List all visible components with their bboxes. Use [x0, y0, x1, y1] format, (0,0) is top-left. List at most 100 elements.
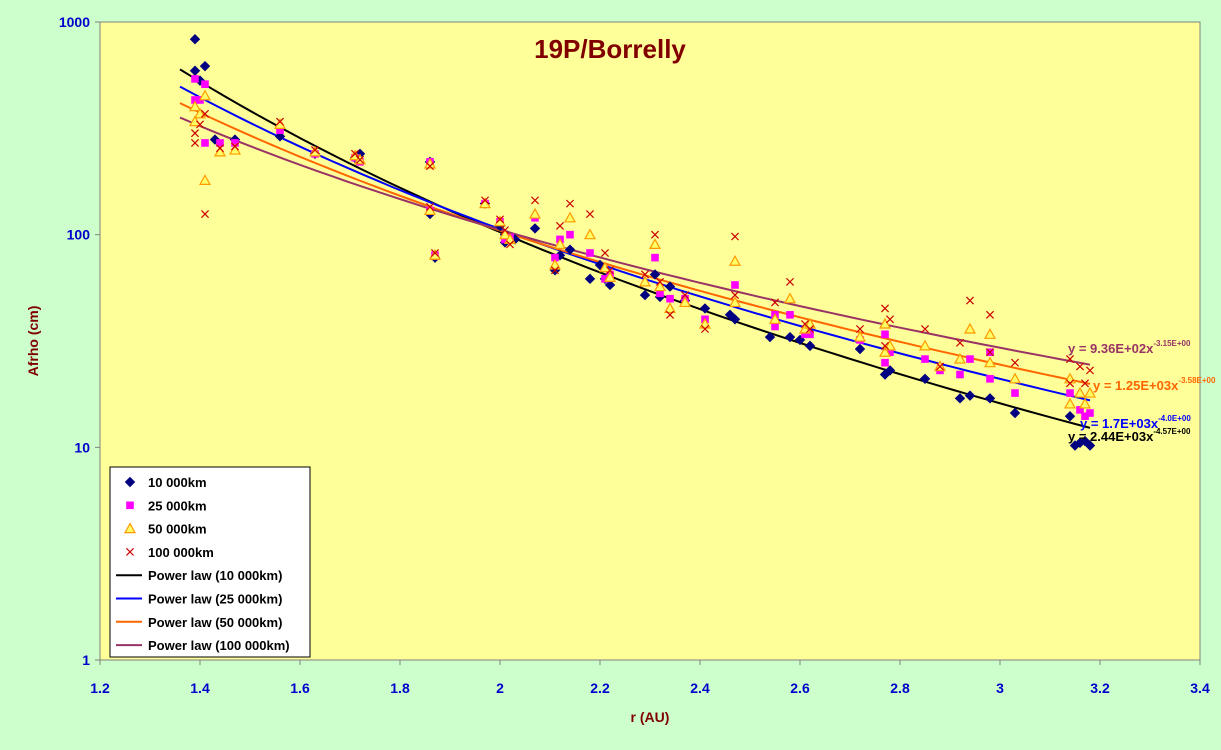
data-point-series-3 — [853, 330, 867, 342]
data-point-series-4 — [920, 325, 930, 334]
data-point-series-3 — [963, 322, 977, 334]
legend-label: 100 000km — [148, 545, 214, 560]
x-axis-title: r (AU) — [631, 709, 670, 725]
data-point-series-3 — [878, 346, 892, 357]
data-point-series-4 — [730, 232, 740, 241]
data-point-series-1 — [764, 331, 776, 343]
legend: 10 000km 25 000km 50 000km 100 000km Power l… — [109, 466, 311, 658]
data-point-series-1 — [1009, 407, 1021, 419]
legend-label: Power law (10 000km) — [148, 568, 282, 583]
data-point-series-4 — [885, 315, 895, 324]
x-tick-label: 2.6 — [790, 680, 810, 696]
data-point-series-2 — [1081, 412, 1089, 421]
data-point-series-2 — [881, 358, 889, 367]
data-point-series-1 — [784, 331, 796, 343]
data-point-series-4 — [425, 202, 435, 211]
x-tick-label: 1.2 — [90, 680, 110, 696]
data-point-series-4 — [605, 266, 615, 275]
data-point-series-1 — [199, 60, 211, 72]
data-point-series-2 — [566, 230, 574, 239]
data-point-series-1 — [699, 303, 711, 314]
data-point-series-4 — [650, 230, 660, 239]
legend-marker-series-4 — [125, 547, 135, 556]
data-point-series-2 — [986, 375, 994, 383]
data-point-series-3 — [583, 228, 597, 240]
data-point-series-2 — [191, 75, 199, 83]
data-point-series-4 — [215, 144, 225, 153]
legend-label: Power law (50 000km) — [148, 615, 282, 630]
x-tick-label: 2 — [496, 680, 504, 696]
data-point-series-4 — [500, 226, 510, 235]
data-point-series-4 — [350, 149, 360, 158]
data-point-series-4 — [505, 240, 515, 249]
data-point-series-2 — [231, 139, 239, 147]
data-point-series-4 — [655, 277, 665, 286]
data-point-series-4 — [275, 117, 285, 126]
data-point-series-3 — [563, 211, 577, 223]
data-point-series-2 — [586, 249, 594, 257]
data-point-series-3 — [653, 280, 667, 292]
data-point-series-3 — [198, 89, 212, 101]
data-point-series-3 — [1063, 397, 1077, 409]
x-tick-label: 3.2 — [1090, 680, 1110, 696]
data-point-series-2 — [956, 370, 964, 379]
data-point-series-4 — [640, 270, 650, 279]
data-point-series-1 — [274, 131, 286, 142]
data-point-series-2 — [276, 126, 284, 134]
data-point-series-3 — [728, 255, 742, 266]
data-point-series-4 — [1010, 358, 1020, 367]
data-point-series-1 — [1064, 411, 1076, 422]
data-point-series-4 — [495, 215, 505, 224]
data-point-series-2 — [1011, 389, 1019, 397]
data-point-series-2 — [656, 289, 664, 298]
data-point-series-1 — [564, 244, 576, 255]
data-point-series-2 — [881, 330, 889, 339]
data-point-series-4 — [1075, 362, 1085, 371]
data-point-series-3 — [983, 328, 997, 339]
data-point-series-4 — [665, 310, 675, 319]
data-point-series-4 — [355, 155, 365, 164]
data-point-series-4 — [680, 291, 690, 300]
x-axis-ticks: 1.2 1.4 1.6 1.8 2 2.2 2.4 2.6 2.8 3 3.2 3.4 — [90, 660, 1210, 696]
data-point-series-2 — [1086, 409, 1094, 417]
data-point-series-4 — [700, 325, 710, 334]
fit-equation-4: y = 9.36E+02x-3.15E+00 — [1068, 339, 1191, 356]
legend-label: Power law (25 000km) — [148, 592, 282, 607]
data-point-series-2 — [731, 281, 739, 289]
data-point-series-1 — [604, 279, 616, 291]
data-point-series-4 — [550, 266, 560, 275]
y-tick-label: 1 — [82, 652, 90, 668]
data-point-series-4 — [1065, 355, 1075, 364]
data-point-series-2 — [806, 330, 814, 339]
data-point-series-2 — [886, 348, 894, 357]
data-point-series-4 — [425, 162, 435, 171]
data-point-series-3 — [1083, 386, 1097, 398]
data-point-series-4 — [985, 348, 995, 357]
data-point-series-3 — [1008, 372, 1022, 384]
x-tick-label: 1.8 — [390, 680, 410, 696]
data-point-series-1 — [649, 269, 661, 280]
data-point-series-4 — [880, 304, 890, 313]
data-point-series-3 — [918, 339, 932, 351]
data-markers — [188, 34, 1097, 451]
data-point-series-1 — [954, 393, 966, 404]
data-point-series-1 — [729, 314, 741, 325]
data-point-series-2 — [921, 355, 929, 363]
data-point-series-3 — [548, 258, 562, 270]
data-point-series-2 — [651, 253, 659, 262]
x-tick-label: 2.4 — [690, 680, 710, 696]
data-point-series-4 — [855, 325, 865, 334]
data-point-series-4 — [555, 221, 565, 230]
legend-label: Power law (100 000km) — [148, 638, 290, 653]
data-point-series-2 — [551, 253, 559, 262]
data-point-series-4 — [565, 199, 575, 208]
data-point-series-3 — [553, 238, 567, 249]
data-point-series-1 — [639, 289, 651, 301]
data-point-series-3 — [878, 317, 892, 329]
data-point-series-4 — [785, 277, 795, 286]
data-point-series-3 — [308, 145, 322, 157]
data-point-series-4 — [600, 248, 610, 258]
data-point-series-3 — [188, 100, 202, 112]
data-point-series-4 — [935, 362, 945, 371]
data-point-series-4 — [430, 248, 440, 258]
